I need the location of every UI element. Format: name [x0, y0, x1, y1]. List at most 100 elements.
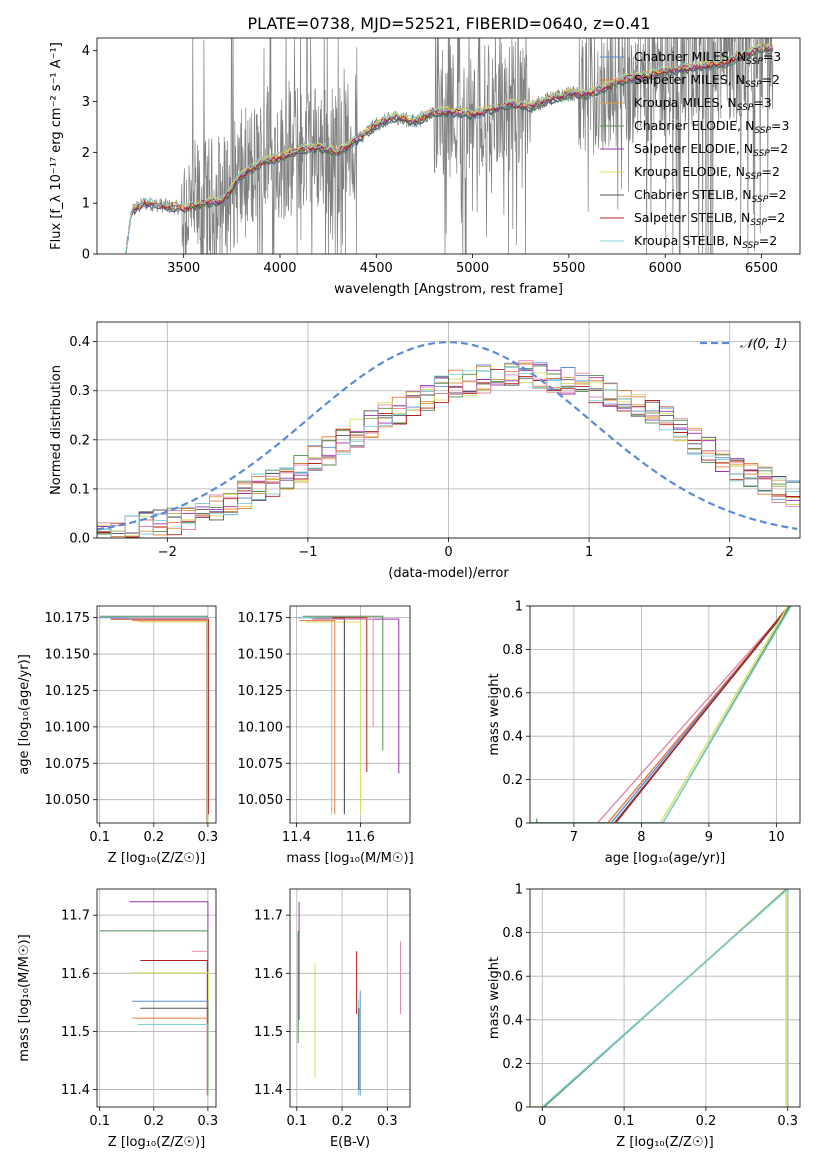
- legend-label: Chabrier STELIB, NSSP=2: [634, 187, 787, 205]
- y-tick-label: 11.5: [254, 1025, 283, 1040]
- x-tick-label: 7: [570, 830, 578, 845]
- x-tick-label: 0.1: [286, 1114, 307, 1129]
- y-tick-label: 0.8: [502, 926, 523, 941]
- y-tick-label: 10.050: [45, 793, 91, 808]
- x-axis-label: age [log₁₀(age/yr)]: [605, 851, 726, 866]
- plot-area-spectrum: [125, 38, 774, 254]
- axes-mass-vs-EBV: 0.1 0.2 0.3 11.4 11.5 11.6 11.7 E(B-V): [254, 888, 411, 1150]
- model-spectrum-kroupa-stelib: [125, 43, 774, 254]
- cumulative-pink: [530, 606, 791, 823]
- mark-chabrier-miles: [296, 617, 345, 815]
- x-tick-label: 0: [444, 545, 452, 560]
- legend-label: Kroupa STELIB, NSSP=2: [634, 233, 777, 251]
- y-tick-label: 1: [82, 197, 90, 212]
- y-tick-label: 11.4: [61, 1083, 90, 1098]
- y-tick-label: 10.100: [238, 720, 284, 735]
- x-tick-label: 2: [726, 545, 734, 560]
- x-tick-label: −2: [158, 545, 177, 560]
- y-tick-label: 10.175: [238, 611, 284, 626]
- x-tick-label: 6000: [649, 261, 682, 276]
- x-axis-label: (data-model)/error: [388, 566, 509, 581]
- x-axis-label: E(B-V): [330, 1135, 370, 1150]
- y-tick-label: 0.2: [502, 1057, 523, 1072]
- plot-area-age-vs-mass: [296, 615, 400, 815]
- y-axis-label: Flux [f_λ 10⁻¹⁷ erg cm⁻² s⁻¹ A⁻¹]: [49, 42, 64, 250]
- mark-kroupa-elodie: [132, 972, 209, 1096]
- y-tick-label: 11.5: [61, 1025, 90, 1040]
- mark-chabrier-miles: [132, 1000, 209, 1096]
- x-tick-label: 4000: [263, 261, 296, 276]
- x-tick-label: 0.3: [377, 1114, 398, 1129]
- y-axis-label: mass weight: [487, 673, 502, 755]
- axes-spectrum: 3500 4000 4500 5000 5500 6000 6500 0 1 2 3 4 wavelen…: [49, 37, 801, 297]
- mark-kroupa-elodie: [306, 621, 361, 815]
- y-tick-label: 1: [515, 883, 523, 898]
- x-tick-label: 10: [768, 830, 785, 845]
- model-spectrum-chabrier-stelib: [125, 47, 774, 254]
- cumulative-salpeter-miles: [530, 606, 791, 823]
- axes-frame: [96, 888, 217, 1108]
- mark-salpeter-elodie: [312, 618, 400, 774]
- x-axis-label: Z [log₁₀(Z/Z☉)]: [108, 851, 205, 866]
- y-tick-label: 1: [515, 600, 523, 615]
- plot-area-mass-vs-Z: [99, 901, 209, 1096]
- axes-massweight-vs-age: 7 8 9 10 0 0.2 0.4 0.6 0.8 1 age [log₁₀(age/yr)] ma…: [487, 600, 801, 866]
- cumulative-salpeter-stelib: [530, 606, 790, 823]
- mark-salpeter-stelib: [110, 618, 209, 815]
- y-tick-label: 0: [515, 817, 523, 832]
- x-tick-label: 0.1: [89, 830, 110, 845]
- y-tick-label: 0.3: [69, 384, 90, 399]
- axes-frame: [289, 888, 411, 1108]
- plot-area-massweight-vs-age: [530, 606, 792, 823]
- cumulative-chabrier-elodie: [530, 606, 791, 823]
- y-tick-label: 11.4: [254, 1083, 283, 1098]
- cumulative-chabrier-miles: [530, 606, 791, 823]
- mark-chabrier-stelib: [309, 617, 345, 815]
- y-tick-label: 0.1: [69, 482, 90, 497]
- y-tick-label: 0.4: [69, 335, 90, 350]
- y-tick-label: 0.2: [69, 433, 90, 448]
- y-tick-label: 10.125: [238, 684, 284, 699]
- cumulative-kroupa-elodie: [530, 889, 787, 1107]
- mark-kroupa-elodie: [137, 621, 209, 823]
- y-tick-label: 10.100: [45, 720, 91, 735]
- y-tick-label: 4: [82, 44, 90, 59]
- x-tick-label: 11.6: [346, 830, 375, 845]
- axes-frame: [289, 605, 411, 824]
- y-tick-label: 0.4: [502, 730, 523, 745]
- axes-mass-vs-Z: 0.1 0.2 0.3 11.4 11.5 11.6 11.7 Z [log₁₀(Z/Z☉)]…: [17, 888, 219, 1150]
- histogram-kroupa-stelib: [97, 366, 800, 538]
- y-tick-label: 3: [82, 95, 90, 110]
- legend-label: 𝒩(0, 1): [740, 337, 787, 352]
- x-tick-label: 0.3: [198, 1114, 219, 1129]
- mark-chabrier-elodie: [302, 615, 384, 751]
- y-axis-label: Normed distribution: [49, 365, 64, 495]
- x-tick-label: 0.3: [198, 830, 219, 845]
- y-tick-label: 10.150: [45, 648, 91, 663]
- x-tick-label: 0.1: [614, 1114, 635, 1129]
- y-tick-label: 0.6: [502, 970, 523, 985]
- y-tick-label: 10.075: [45, 757, 91, 772]
- x-tick-label: 3500: [167, 261, 200, 276]
- mark-kroupa-stelib: [137, 1024, 209, 1096]
- y-tick-label: 10.175: [45, 611, 91, 626]
- mark-kroupa-stelib: [126, 617, 208, 823]
- x-tick-label: 5500: [552, 261, 585, 276]
- y-tick-label: 10.075: [238, 757, 284, 772]
- histogram-chabrier-stelib: [97, 376, 800, 534]
- x-tick-label: 0.2: [696, 1114, 717, 1129]
- plot-area-residuals: [97, 341, 800, 538]
- x-tick-label: 4500: [360, 261, 393, 276]
- plot-area-age-vs-Z: [99, 615, 209, 823]
- x-tick-label: 9: [705, 830, 713, 845]
- mark-salpeter-stelib: [315, 617, 368, 772]
- mark-salpeter-miles: [299, 620, 336, 815]
- y-tick-label: 11.7: [61, 909, 90, 924]
- spectrum-legend: Chabrier MILES, NSSP=3 Salpeter MILES, NS…: [600, 49, 789, 251]
- y-tick-label: 0.6: [502, 686, 523, 701]
- legend-label: Salpeter STELIB, NSSP=2: [634, 210, 785, 228]
- axes-frame: [96, 605, 217, 824]
- y-tick-label: 0: [515, 1101, 523, 1116]
- mark-kroupa-stelib: [296, 617, 333, 815]
- x-axis-label: wavelength [Angstrom, rest frame]: [334, 282, 563, 297]
